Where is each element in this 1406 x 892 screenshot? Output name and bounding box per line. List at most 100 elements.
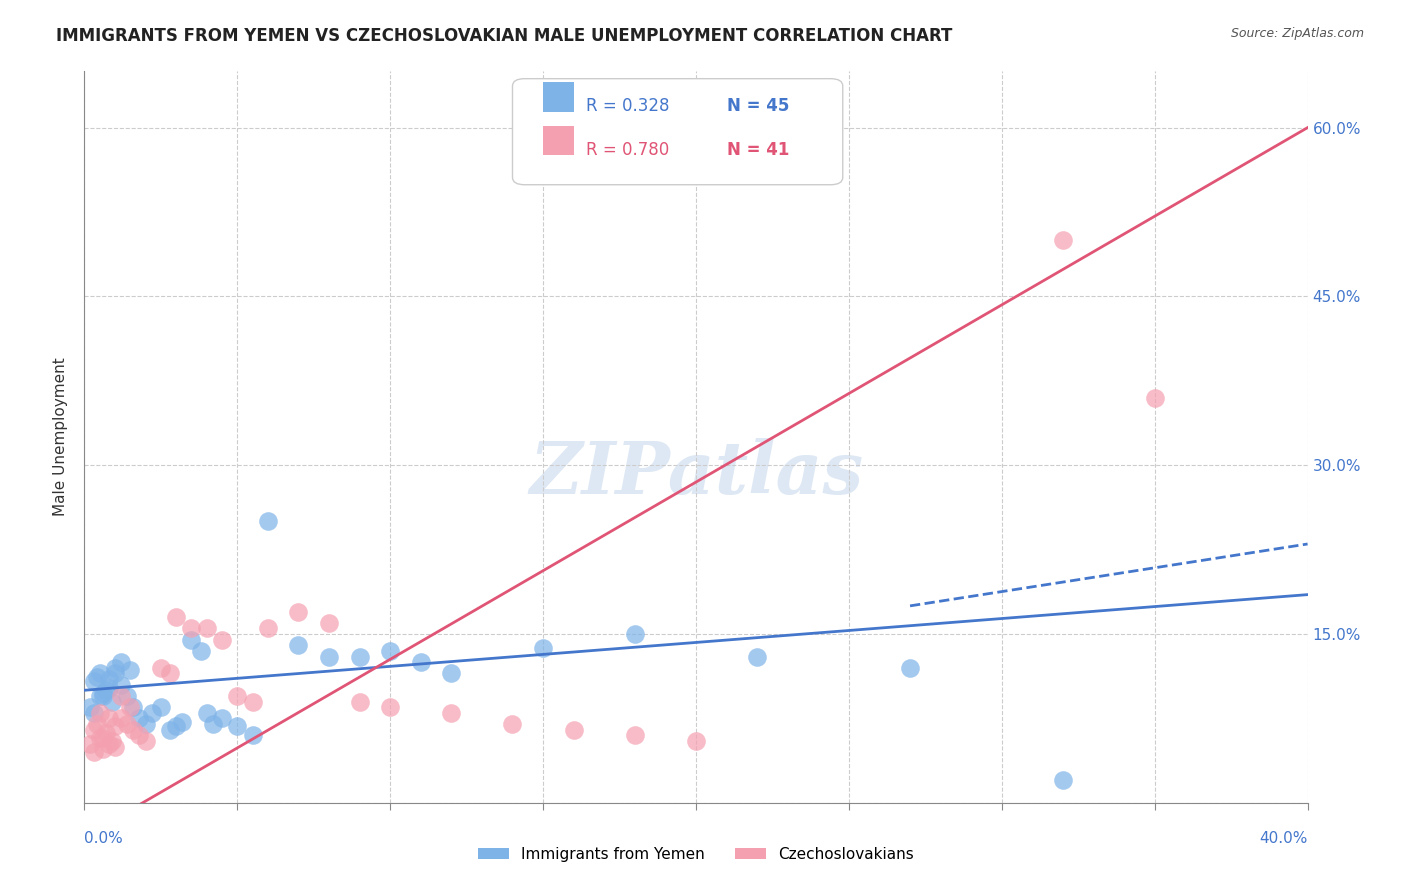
Point	[83, 723, 105, 737]
Text: ZIPatlas: ZIPatlas	[529, 438, 863, 509]
FancyBboxPatch shape	[513, 78, 842, 185]
Point	[115, 689, 138, 703]
Point	[86, 670, 108, 684]
Point	[149, 700, 172, 714]
Point	[1052, 773, 1074, 788]
Point	[287, 638, 309, 652]
Point	[104, 739, 127, 754]
Point	[101, 734, 124, 748]
Bar	[543, 126, 574, 155]
Point	[128, 728, 150, 742]
Point	[201, 717, 224, 731]
Point	[110, 655, 132, 669]
Point	[1143, 391, 1166, 405]
Point	[409, 655, 432, 669]
Point	[226, 719, 249, 733]
Point	[94, 726, 117, 740]
Point	[104, 719, 127, 733]
Point	[349, 649, 371, 664]
Point	[159, 723, 181, 737]
Point	[380, 700, 402, 714]
Text: Source: ZipAtlas.com: Source: ZipAtlas.com	[1230, 27, 1364, 40]
Point	[180, 621, 202, 635]
Point	[898, 661, 921, 675]
Point	[86, 717, 108, 731]
Point	[180, 632, 202, 647]
Point	[122, 723, 145, 737]
Point	[101, 694, 124, 708]
Text: N = 41: N = 41	[727, 141, 789, 159]
Point	[110, 689, 132, 703]
Point	[91, 689, 114, 703]
Point	[89, 666, 111, 681]
Point	[257, 621, 280, 635]
Point	[624, 627, 647, 641]
Point	[380, 644, 402, 658]
Point	[83, 674, 105, 689]
Text: R = 0.780: R = 0.780	[586, 141, 669, 159]
Point	[440, 706, 463, 720]
Point	[122, 700, 145, 714]
Point	[104, 666, 127, 681]
Point	[79, 737, 101, 751]
Point	[287, 605, 309, 619]
Point	[211, 632, 233, 647]
Point	[226, 689, 249, 703]
Point	[257, 515, 280, 529]
Point	[1052, 233, 1074, 247]
Point	[624, 728, 647, 742]
Point	[747, 649, 769, 664]
Point	[89, 706, 111, 720]
Point	[89, 689, 111, 703]
Point	[502, 717, 524, 731]
Point	[165, 719, 187, 733]
Point	[195, 706, 218, 720]
Point	[115, 717, 138, 731]
Point	[149, 661, 172, 675]
Point	[141, 706, 163, 720]
Y-axis label: Male Unemployment: Male Unemployment	[53, 358, 69, 516]
Point	[79, 700, 101, 714]
Point	[318, 615, 340, 630]
Point	[91, 741, 114, 756]
Point	[242, 728, 264, 742]
Point	[94, 683, 117, 698]
Text: IMMIGRANTS FROM YEMEN VS CZECHOSLOVAKIAN MALE UNEMPLOYMENT CORRELATION CHART: IMMIGRANTS FROM YEMEN VS CZECHOSLOVAKIAN…	[56, 27, 953, 45]
Point	[135, 717, 157, 731]
Text: 0.0%: 0.0%	[84, 831, 124, 846]
Point	[562, 723, 585, 737]
Point	[531, 640, 554, 655]
Bar	[543, 82, 574, 112]
Text: N = 45: N = 45	[727, 97, 789, 115]
Point	[120, 700, 142, 714]
Legend: Immigrants from Yemen, Czechoslovakians: Immigrants from Yemen, Czechoslovakians	[472, 841, 920, 868]
Point	[97, 672, 120, 686]
Point	[83, 706, 105, 720]
Point	[110, 711, 132, 725]
Text: 40.0%: 40.0%	[1260, 831, 1308, 846]
Point	[685, 734, 707, 748]
Point	[89, 731, 111, 745]
Point	[242, 694, 264, 708]
Point	[135, 734, 157, 748]
Point	[120, 663, 142, 677]
Point	[97, 711, 120, 725]
Point	[172, 714, 194, 729]
Point	[190, 644, 212, 658]
Point	[97, 681, 120, 695]
Point	[91, 731, 114, 745]
Point	[211, 711, 233, 725]
Point	[195, 621, 218, 635]
Text: R = 0.328: R = 0.328	[586, 97, 669, 115]
Point	[440, 666, 463, 681]
Point	[318, 649, 340, 664]
Point	[83, 745, 105, 759]
Point	[110, 678, 132, 692]
Point	[165, 610, 187, 624]
Point	[97, 737, 120, 751]
Point	[91, 685, 114, 699]
Point	[349, 694, 371, 708]
Point	[104, 661, 127, 675]
Point	[159, 666, 181, 681]
Point	[128, 711, 150, 725]
